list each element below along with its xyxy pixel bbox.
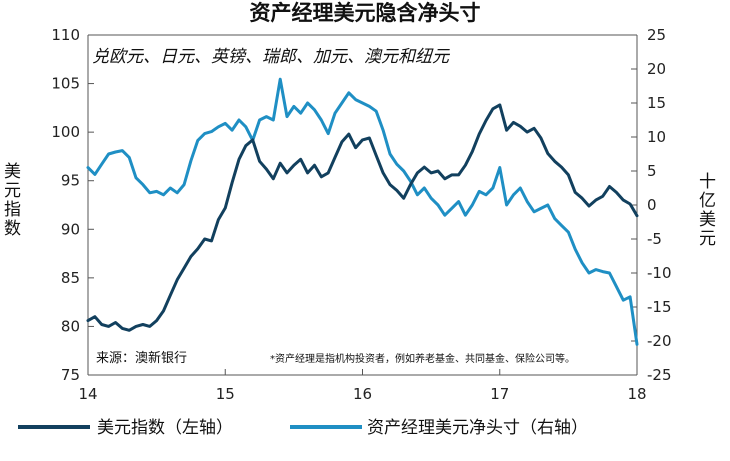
chart-title: 资产经理美元隐含净头寸 <box>250 1 481 25</box>
y-right-tick-label: -5 <box>647 230 662 248</box>
chart-subtitle: 兑欧元、日元、英镑、瑞郎、加元、澳元和纽元 <box>92 47 451 67</box>
y-left-tick-label: 100 <box>51 123 80 141</box>
y-axis-left-title: 美元指数 <box>0 162 21 238</box>
y-left-tick-label: 90 <box>61 220 80 238</box>
x-tick-label: 17 <box>490 385 509 403</box>
x-tick-label: 16 <box>353 385 372 403</box>
y-right-tick-label: 5 <box>647 162 657 180</box>
y-left-tick-label: 80 <box>61 317 80 335</box>
y-axis-right-title: 十亿美元 <box>695 172 716 248</box>
legend-label-usd-index: 美元指数（左轴） <box>97 418 233 438</box>
y-right-tick-label: -10 <box>647 264 672 282</box>
ticks: 75 80 85 90 95 100 105 110 -25 -20 -15 -10 -5 0 5 10 15 2… <box>51 26 671 403</box>
y-right-tick-label: 10 <box>647 128 666 146</box>
y-right-tick-label: -25 <box>647 366 672 384</box>
x-tick-label: 14 <box>78 385 97 403</box>
footnote: *资产经理是指机构投资者，例如养老基金、共同基金、保险公司等。 <box>270 352 575 365</box>
x-tick-label: 15 <box>216 385 235 403</box>
y-left-tick-label: 105 <box>51 75 80 93</box>
axes <box>87 34 638 376</box>
y-right-tick-label: 15 <box>647 94 666 112</box>
y-right-tick-label: -15 <box>647 298 672 316</box>
x-tick-label: 18 <box>627 385 646 403</box>
y-right-tick-label: 20 <box>647 60 666 78</box>
source-label: 来源：澳新银行 <box>96 350 187 366</box>
y-left-tick-label: 75 <box>61 366 80 384</box>
legend-label-net-position: 资产经理美元净头寸（右轴） <box>367 418 588 438</box>
y-right-tick-label: 25 <box>647 26 666 44</box>
series-layer <box>86 77 639 346</box>
y-left-tick-label: 95 <box>61 172 80 190</box>
usd-index-line <box>86 103 639 332</box>
y-left-tick-label: 110 <box>51 26 80 44</box>
legend: 美元指数（左轴） 资产经理美元净头寸（右轴） <box>18 418 588 438</box>
y-left-tick-label: 85 <box>61 269 80 287</box>
y-right-tick-label: 0 <box>647 196 657 214</box>
y-right-tick-label: -20 <box>647 332 672 350</box>
net-position-line <box>86 77 639 346</box>
